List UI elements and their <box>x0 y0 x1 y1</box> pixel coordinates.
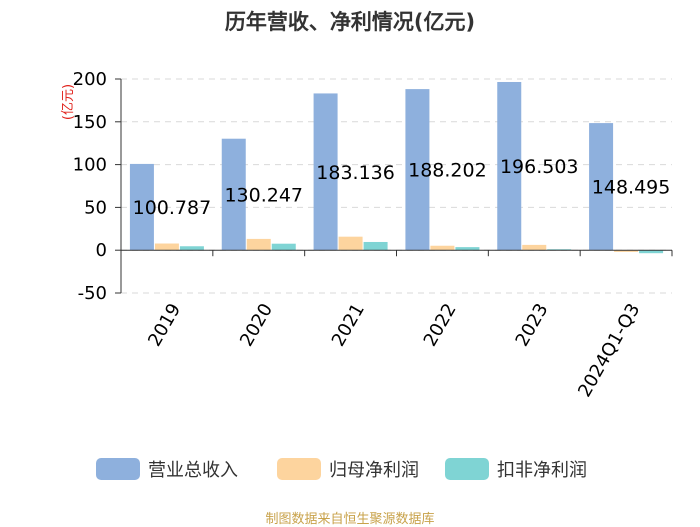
data-label: 100.787 <box>133 197 212 219</box>
data-label: 148.495 <box>592 177 671 199</box>
data-label: 130.247 <box>224 184 303 206</box>
bar-3-2021 <box>363 241 388 251</box>
legend-swatch <box>96 458 140 480</box>
x-tick-label: 2020 <box>236 300 277 350</box>
bar-2-2022 <box>430 245 455 251</box>
x-tick-label: 2023 <box>511 300 552 350</box>
y-axis-unit-label: (亿元) <box>61 84 76 120</box>
legend-swatch <box>445 458 489 480</box>
bar-1-2019 <box>129 163 154 251</box>
bar-2-2020 <box>246 238 271 251</box>
x-tick-label: 2024Q1-Q3 <box>574 300 644 401</box>
x-tick-label: 2021 <box>328 300 369 350</box>
legend-label: 营业总收入 <box>148 460 238 481</box>
bar-2-2021 <box>338 236 363 251</box>
bar-3-2019 <box>179 246 204 251</box>
legend-swatch <box>277 458 321 480</box>
x-tick-label: 2022 <box>420 300 461 350</box>
chart-title: 历年营收、净利情况(亿元) <box>224 10 476 34</box>
bar-3-2020 <box>271 243 296 251</box>
bar-3-2024Q1-Q3 <box>639 250 664 254</box>
y-tick-label: 100 <box>73 155 107 176</box>
y-tick-label: 150 <box>73 112 107 133</box>
bar-1-2024Q1-Q3 <box>589 123 614 251</box>
y-tick-label: -50 <box>78 283 107 304</box>
data-label: 196.503 <box>500 156 579 178</box>
x-tick-label: 2019 <box>144 300 185 350</box>
bar-2-2023 <box>522 244 547 251</box>
bar-1-2022 <box>405 89 430 251</box>
data-label: 188.202 <box>408 160 487 182</box>
legend-label: 扣非净利润 <box>497 460 587 481</box>
legend-label: 归母净利润 <box>329 460 419 481</box>
bar-2-2019 <box>154 243 179 251</box>
y-tick-label: 0 <box>96 240 107 261</box>
data-label: 183.136 <box>316 162 395 184</box>
bar-3-2022 <box>455 247 480 251</box>
y-tick-label: 200 <box>73 69 107 90</box>
y-tick-label: 50 <box>84 197 107 218</box>
data-source: 制图数据来自恒生聚源数据库 <box>265 512 435 527</box>
bar-1-2021 <box>313 93 338 251</box>
bar-1-2020 <box>221 138 246 251</box>
bar-1-2023 <box>497 81 522 251</box>
bar-2-2024Q1-Q3 <box>614 250 639 252</box>
